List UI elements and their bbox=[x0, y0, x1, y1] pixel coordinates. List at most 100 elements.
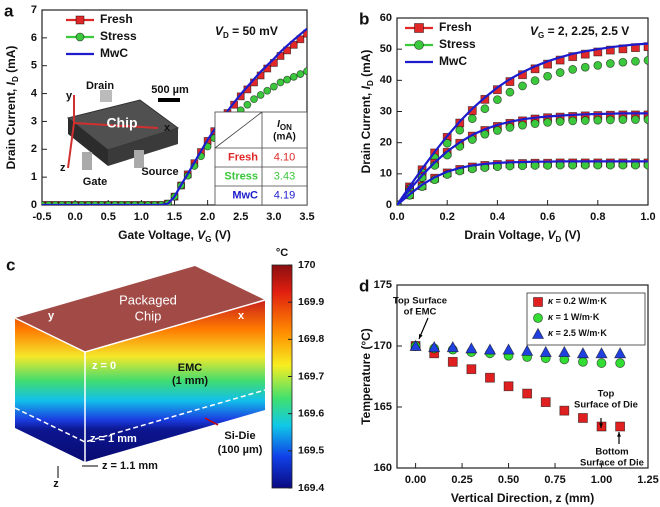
colorbar-tick-label: 170 bbox=[298, 259, 316, 271]
annotation: Surface of Die bbox=[580, 458, 644, 469]
marker bbox=[492, 95, 502, 105]
y-axis-label-part: I bbox=[4, 81, 18, 85]
marker bbox=[596, 358, 607, 368]
legend-frame bbox=[526, 292, 646, 346]
z-label: z = 1.1 mm bbox=[102, 460, 158, 472]
scale-bar bbox=[158, 98, 180, 102]
annotation: Top Surface bbox=[393, 296, 447, 307]
table-cell: 3.43 bbox=[274, 170, 295, 182]
colorbar-tick-label: 169.8 bbox=[298, 333, 324, 345]
legend-label-part: = 1 W/m·K bbox=[553, 312, 600, 322]
marker bbox=[256, 91, 265, 99]
y-tick-label: 3 bbox=[31, 115, 37, 127]
legend-label: κ = 0.2 W/m·K bbox=[548, 296, 607, 306]
marker bbox=[605, 115, 615, 125]
x-tick-label: 0.75 bbox=[544, 474, 565, 486]
marker bbox=[613, 346, 627, 359]
table-cell: Fresh bbox=[228, 151, 258, 163]
x-tick-label: 3.5 bbox=[299, 211, 314, 223]
y-axis-label-part: D bbox=[366, 80, 375, 86]
x-tick-label: 3.0 bbox=[266, 211, 281, 223]
thermal-box: c y x Packaged Chip z = 0 EMC (1 mm) z =… bbox=[6, 247, 292, 490]
legend-label: MwC bbox=[439, 54, 467, 68]
marker bbox=[568, 65, 578, 74]
ion-table bbox=[214, 111, 308, 206]
y-tick-label: 20 bbox=[380, 137, 392, 149]
chip-inset: 500 µm Chip Drain Gate Source x y z bbox=[60, 80, 189, 188]
marker bbox=[568, 116, 578, 126]
legend-marker bbox=[75, 15, 85, 25]
x-axis-label-part: D bbox=[556, 235, 562, 244]
marker bbox=[559, 405, 570, 416]
marker bbox=[518, 120, 527, 130]
die-arrow bbox=[204, 417, 219, 426]
marker bbox=[578, 413, 588, 423]
table-header: (mA) bbox=[273, 132, 296, 143]
marker bbox=[465, 342, 478, 354]
marker bbox=[522, 388, 533, 399]
pin-label: Source bbox=[141, 166, 178, 178]
annotation-part: D bbox=[223, 31, 229, 40]
colorbar-tick-label: 169.6 bbox=[298, 407, 324, 419]
marker bbox=[543, 59, 552, 69]
chip-side bbox=[68, 118, 108, 166]
x-axis-label-part: V bbox=[197, 228, 206, 242]
y-axis-label-part: (mA) bbox=[4, 46, 18, 77]
marker bbox=[631, 115, 640, 125]
x-axis-label-part: Gate Voltage, bbox=[118, 228, 197, 242]
legend-label: Stress bbox=[439, 37, 476, 51]
marker bbox=[250, 95, 258, 104]
colorbar bbox=[272, 265, 292, 488]
marker bbox=[555, 117, 565, 126]
x-tick-label: 1.0 bbox=[640, 211, 655, 223]
plot-area bbox=[409, 339, 627, 432]
marker bbox=[643, 55, 648, 65]
marker bbox=[631, 56, 640, 66]
axis-arrow bbox=[67, 122, 75, 169]
marker bbox=[480, 104, 490, 114]
y-tick-label: 5 bbox=[31, 60, 37, 72]
marker bbox=[543, 71, 552, 81]
box-title: Packaged bbox=[119, 292, 177, 307]
table-header-part: I bbox=[277, 119, 280, 130]
marker bbox=[618, 57, 628, 67]
annotation-part: V bbox=[530, 24, 539, 38]
marker bbox=[555, 55, 565, 65]
x-tick-label: 0.0 bbox=[67, 211, 82, 223]
axis-arrow bbox=[73, 122, 159, 129]
table-cell: 4.10 bbox=[274, 151, 295, 163]
marker bbox=[643, 42, 648, 52]
panel-label: d bbox=[359, 276, 369, 295]
box-title: Chip bbox=[135, 308, 162, 323]
marker bbox=[276, 78, 285, 87]
axis-label: x bbox=[164, 122, 171, 134]
y-tick-label: 4 bbox=[31, 87, 38, 99]
marker bbox=[492, 126, 502, 135]
marker bbox=[467, 114, 477, 124]
axis-label: y bbox=[66, 90, 73, 102]
layer-label: (100 µm) bbox=[218, 444, 263, 456]
annotation-part: G bbox=[538, 31, 544, 40]
x-tick-label: 1.25 bbox=[637, 474, 658, 486]
marker bbox=[409, 339, 422, 351]
y-axis-label-part: (mA) bbox=[359, 50, 373, 81]
annotation-part: V bbox=[215, 24, 224, 38]
marker bbox=[580, 62, 590, 72]
x-tick-label: 2.5 bbox=[233, 211, 248, 223]
legend-marker bbox=[414, 40, 424, 50]
x-axis-label-part: (V) bbox=[212, 228, 231, 242]
series-line bbox=[397, 112, 648, 205]
marker bbox=[615, 358, 626, 368]
marker bbox=[568, 52, 578, 62]
plot-area bbox=[397, 42, 648, 205]
table-header-part: ON bbox=[280, 123, 292, 132]
legend-label: Fresh bbox=[100, 12, 133, 26]
legend-marker bbox=[414, 23, 424, 33]
axis-label: y bbox=[48, 310, 55, 322]
x-tick-label: 0.00 bbox=[405, 474, 426, 486]
marker bbox=[447, 356, 458, 367]
y-tick-label: 6 bbox=[31, 32, 37, 44]
panel-label: c bbox=[6, 255, 15, 274]
marker bbox=[578, 356, 588, 367]
legend-label-part: = 0.2 W/m·K bbox=[553, 296, 607, 306]
